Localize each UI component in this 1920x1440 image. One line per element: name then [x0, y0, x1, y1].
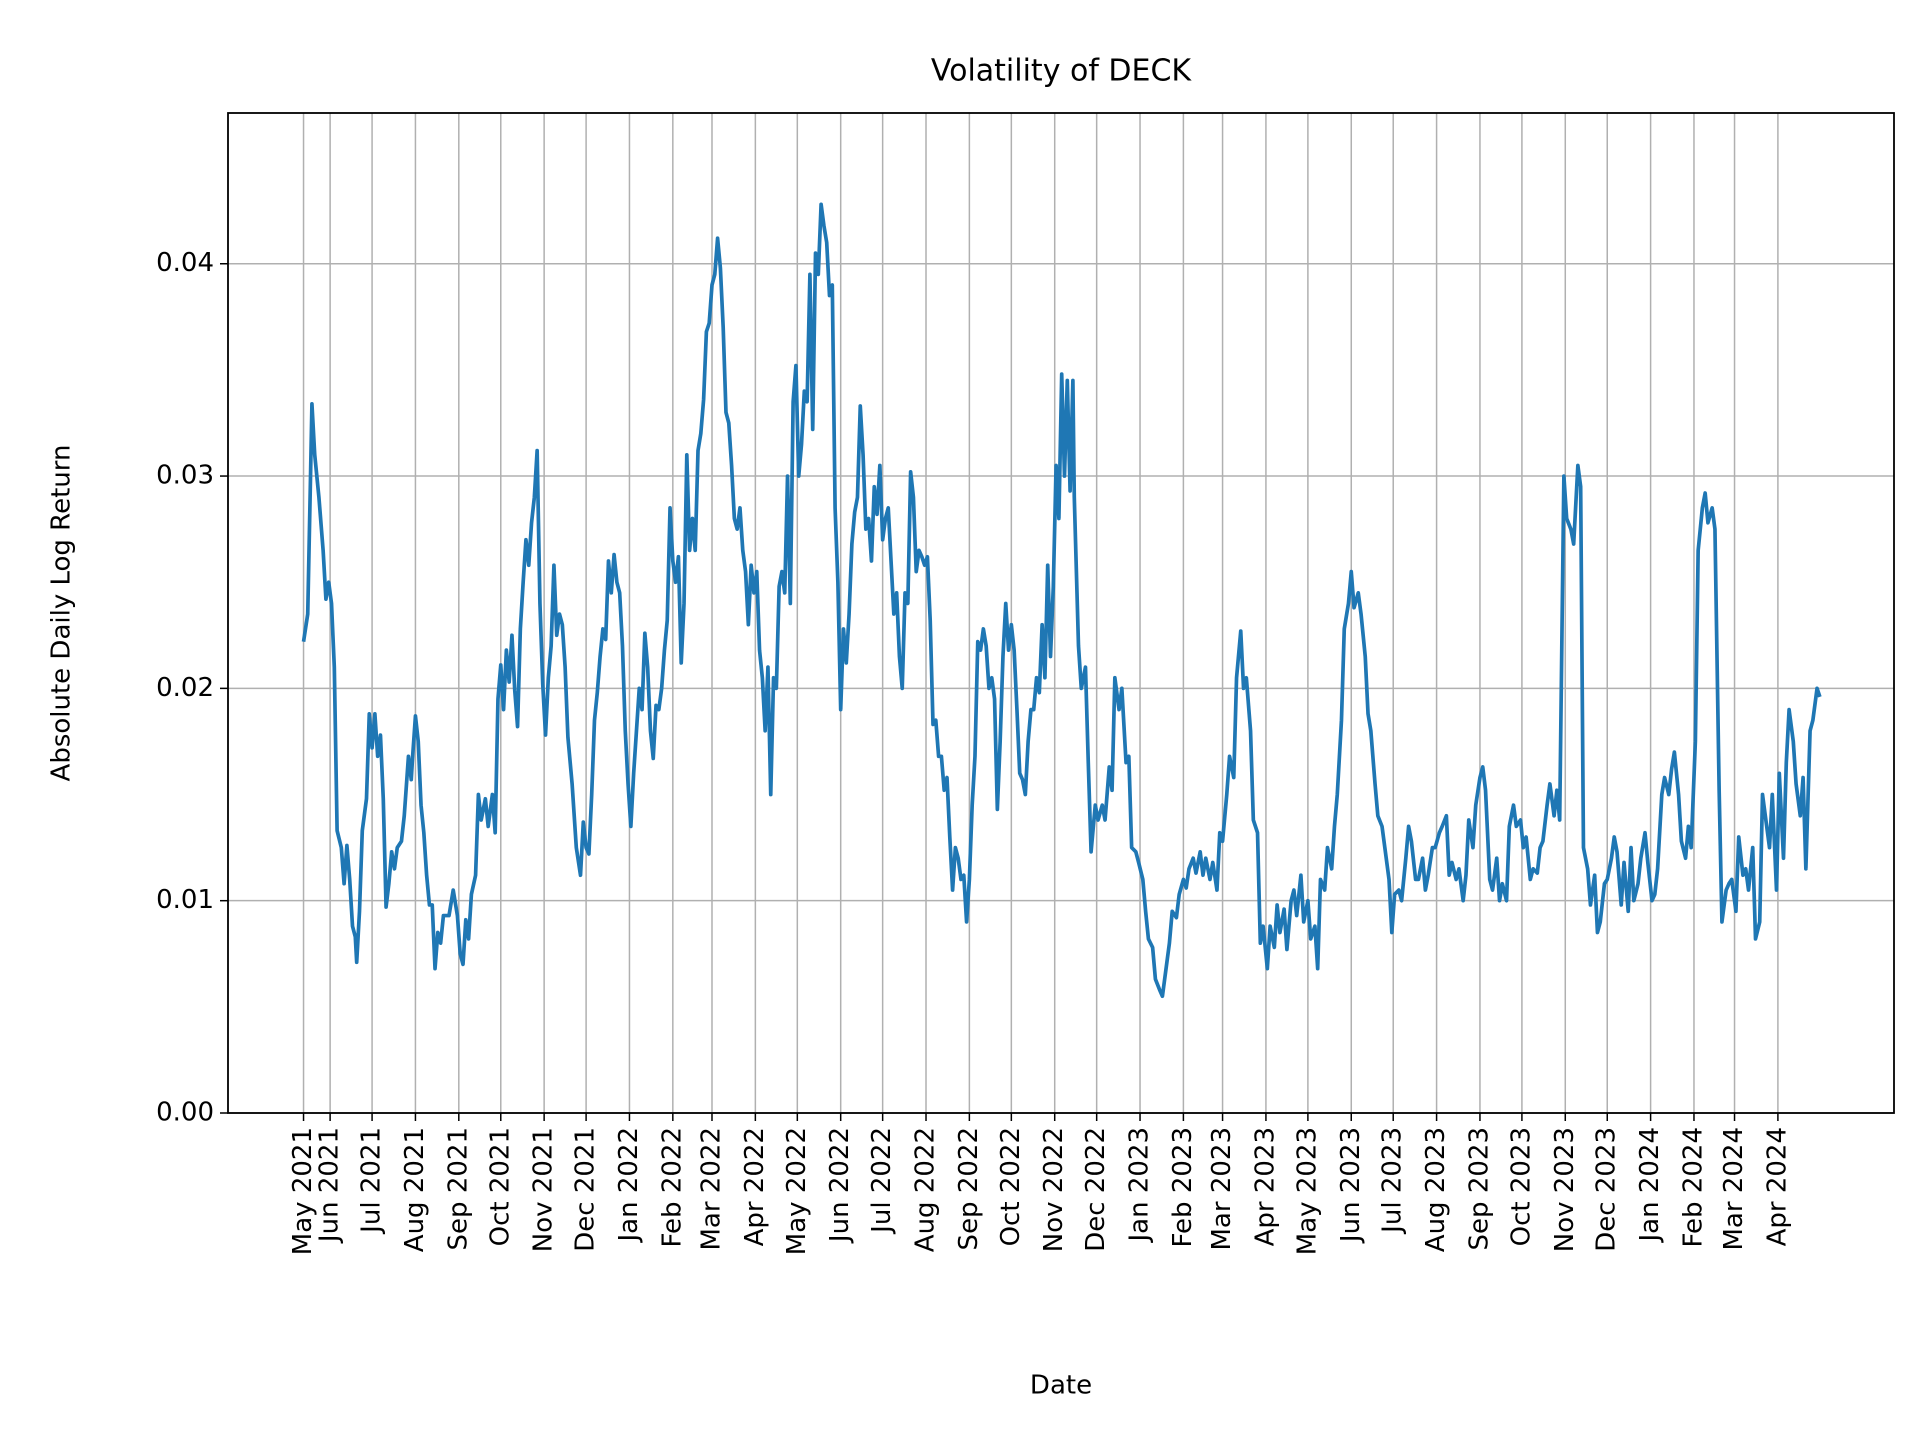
x-axis-label: Date: [1030, 1371, 1092, 1401]
y-tick-label: 0.00: [156, 1098, 214, 1128]
x-tick-label: Apr 2023: [1250, 1127, 1280, 1246]
x-tick-label: Jul 2021: [357, 1127, 387, 1235]
x-tick-label: Nov 2022: [1039, 1127, 1069, 1252]
x-tick-label: Feb 2023: [1168, 1127, 1198, 1247]
chart-title: Volatility of DECK: [931, 54, 1193, 89]
x-tick-label: Jun 2023: [1336, 1127, 1366, 1244]
x-tick-label: Jun 2021: [315, 1127, 345, 1244]
x-tick-label: Apr 2024: [1762, 1127, 1792, 1246]
y-tick-label: 0.01: [156, 885, 214, 915]
y-tick-label: 0.04: [156, 248, 214, 278]
x-tick-label: Feb 2024: [1678, 1127, 1708, 1247]
y-axis-label: Absolute Daily Log Return: [47, 445, 77, 782]
x-tick-label: Mar 2024: [1719, 1127, 1749, 1251]
x-tick-label: Aug 2023: [1421, 1127, 1451, 1252]
x-tick-label: Dec 2022: [1081, 1127, 1111, 1252]
x-tick-label: Nov 2023: [1550, 1127, 1580, 1252]
x-tick-label: May 2023: [1292, 1127, 1322, 1255]
x-tick-label: Dec 2021: [571, 1127, 601, 1252]
x-tick-label: May 2021: [288, 1127, 318, 1255]
data-line: [301, 202, 1822, 999]
x-tick-label: Oct 2022: [996, 1127, 1026, 1246]
plot-frame: [227, 112, 1895, 1114]
x-tick-label: Sep 2021: [443, 1127, 473, 1250]
x-tick-label: Mar 2023: [1207, 1127, 1237, 1251]
x-tick-label: Jan 2024: [1635, 1127, 1665, 1244]
x-tick-label: Sep 2023: [1464, 1127, 1494, 1250]
x-tick-label: Nov 2021: [529, 1127, 559, 1252]
x-tick-label: Dec 2023: [1592, 1127, 1622, 1252]
x-tick-label: Jan 2022: [614, 1127, 644, 1244]
x-tick-label: Mar 2022: [696, 1127, 726, 1251]
x-tick-label: Oct 2021: [485, 1127, 515, 1246]
x-tick-label: Sep 2022: [954, 1127, 984, 1250]
x-tick-label: Jan 2023: [1125, 1127, 1155, 1244]
x-tick-label: Jul 2023: [1378, 1127, 1408, 1235]
x-tick-label: Aug 2022: [911, 1127, 941, 1252]
x-tick-label: Apr 2022: [740, 1127, 770, 1246]
x-tick-label: Jun 2022: [825, 1127, 855, 1244]
y-tick-label: 0.02: [156, 673, 214, 703]
y-tick-label: 0.03: [156, 461, 214, 491]
x-tick-label: Feb 2022: [657, 1127, 687, 1247]
x-tick-label: May 2022: [782, 1127, 812, 1255]
x-tick-label: Oct 2023: [1506, 1127, 1536, 1246]
x-tick-label: Aug 2021: [400, 1127, 430, 1252]
x-tick-label: Jul 2022: [867, 1127, 897, 1235]
